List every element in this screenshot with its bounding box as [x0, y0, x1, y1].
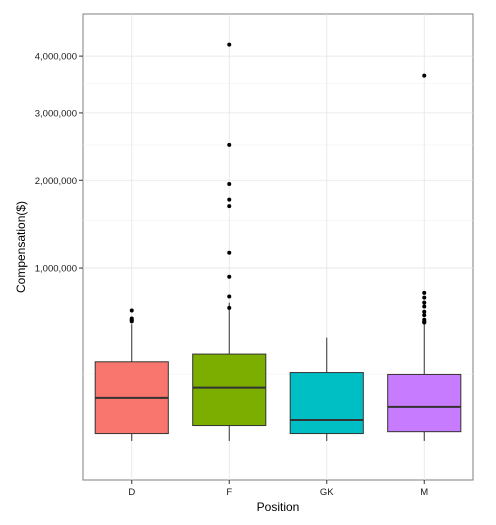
boxes-group [94, 42, 462, 441]
outlier-point [227, 294, 232, 299]
outlier-point [422, 300, 427, 305]
x-axis-ticks: D F GK M [128, 480, 428, 498]
x-tick-label: F [226, 487, 232, 498]
outlier-point [422, 313, 427, 318]
outlier-point [422, 295, 427, 300]
outlier-point [227, 197, 232, 202]
outlier-point [227, 274, 232, 279]
box-iqr [289, 372, 364, 435]
outlier-point [129, 316, 134, 321]
outlier-point [227, 250, 232, 255]
outlier-point [227, 42, 232, 47]
box-iqr [192, 353, 267, 427]
x-axis-title: Position [257, 500, 300, 514]
outlier-point [227, 305, 232, 310]
outlier-point [422, 304, 427, 309]
y-axis-ticks: 1,000,000 2,000,000 3,000,000 4,000,000 [35, 52, 83, 275]
outlier-point [422, 317, 427, 322]
y-tick-label: 2,000,000 [35, 176, 77, 187]
outlier-point [422, 290, 427, 295]
x-tick-label: M [420, 487, 428, 498]
x-tick-label: D [128, 487, 135, 498]
box-M [387, 73, 462, 441]
y-tick-label: 1,000,000 [35, 264, 77, 275]
y-tick-label: 4,000,000 [35, 52, 77, 63]
outlier-point [227, 142, 232, 147]
box-iqr [387, 373, 462, 433]
x-tick-label: GK [320, 487, 334, 498]
box-F [192, 42, 267, 441]
box-D [94, 308, 169, 441]
y-tick-label: 3,000,000 [35, 108, 77, 119]
outlier-point [227, 204, 232, 209]
outlier-point [422, 73, 427, 78]
outlier-point [227, 182, 232, 187]
outlier-point [422, 309, 427, 314]
outlier-point [129, 308, 134, 313]
box-GK [289, 337, 364, 441]
y-axis-title: Compensation($) [14, 201, 28, 293]
